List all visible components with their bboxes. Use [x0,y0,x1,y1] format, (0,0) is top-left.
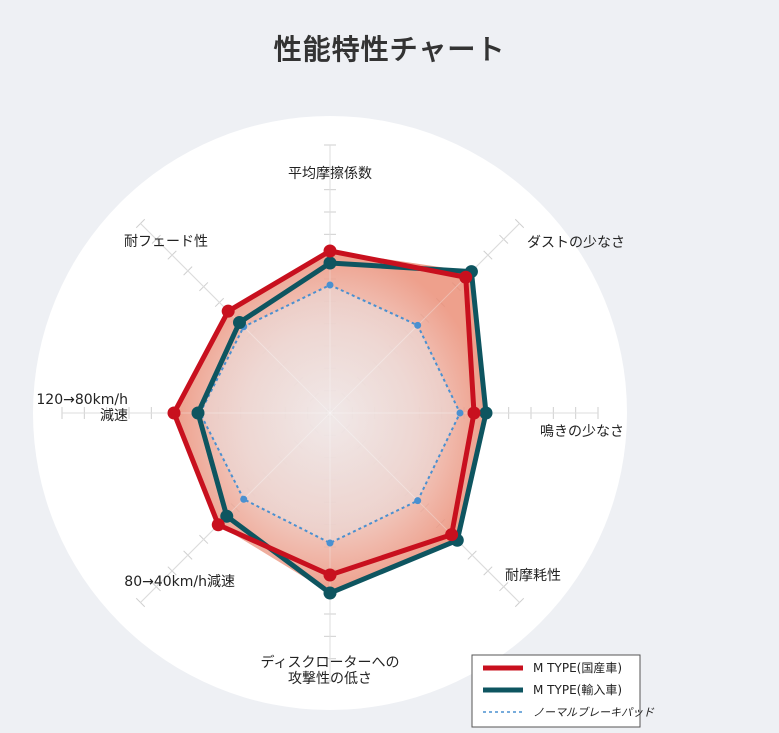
series-point [323,244,337,258]
grid-tick [483,566,493,576]
grid-spoke-overlay [329,223,520,414]
legend: M TYPE(国産車) M TYPE(輸入車) ノーマルブレーキパッド [471,654,655,728]
legend-label: M TYPE(国産車) [533,660,622,675]
grid-tick [135,597,146,608]
grid-tick [199,534,209,544]
grid-tick [183,550,193,560]
series-point [167,406,181,420]
axis-label: 耐摩耗性 [505,567,561,584]
axis-label: 120→80km/h 減速 [36,392,128,424]
series-point [326,281,334,289]
series-point [232,315,246,329]
grid-tick [214,297,225,308]
inner-fill [200,285,460,543]
grid-spoke-overlay [140,412,331,603]
legend-label: M TYPE(輸入車) [533,682,622,697]
series-point [445,528,459,542]
series-point [459,270,473,284]
series-point [414,497,422,505]
series-point [323,256,337,270]
series-point [326,539,334,547]
series-point [414,321,422,329]
series-point [479,406,493,420]
grid-tick [183,266,193,276]
series-point [220,509,234,523]
series-point [467,406,481,420]
grid-tick [151,234,161,244]
axis-label: 80→40km/h減速 [124,573,235,590]
legend-label: ノーマルブレーキパッド [533,706,655,719]
series-line [198,283,462,545]
series-point [456,409,464,417]
grid-tick [467,550,477,560]
grid-tick [151,582,161,592]
grid-tick [135,218,146,229]
grid-tick [499,582,509,592]
grid-spoke-overlay [329,412,520,603]
series-point [240,495,248,503]
chart-title: 性能特性チャート [273,33,506,66]
grid-tick [167,566,177,576]
axis-label: 鳴きの少なさ [540,424,624,440]
series-point [323,568,337,582]
grid-tick [499,234,509,244]
series-point [211,518,225,532]
series-point [191,406,205,420]
grid-tick [167,250,177,260]
grid-tick [483,250,493,260]
grid-tick [199,282,209,292]
grid-tick [514,218,525,229]
fill-layer [62,145,598,681]
axis-label: 耐フェード性 [124,234,208,250]
series-point [323,586,337,600]
grid-tick [514,597,525,608]
series-layer [167,244,493,600]
axis-label: 平均摩擦係数 [288,165,372,182]
axis-label: ダストの少なさ [527,235,625,251]
axis-label: ディスクローターへの攻撃性の低さ [260,654,399,687]
series-point [221,304,235,318]
